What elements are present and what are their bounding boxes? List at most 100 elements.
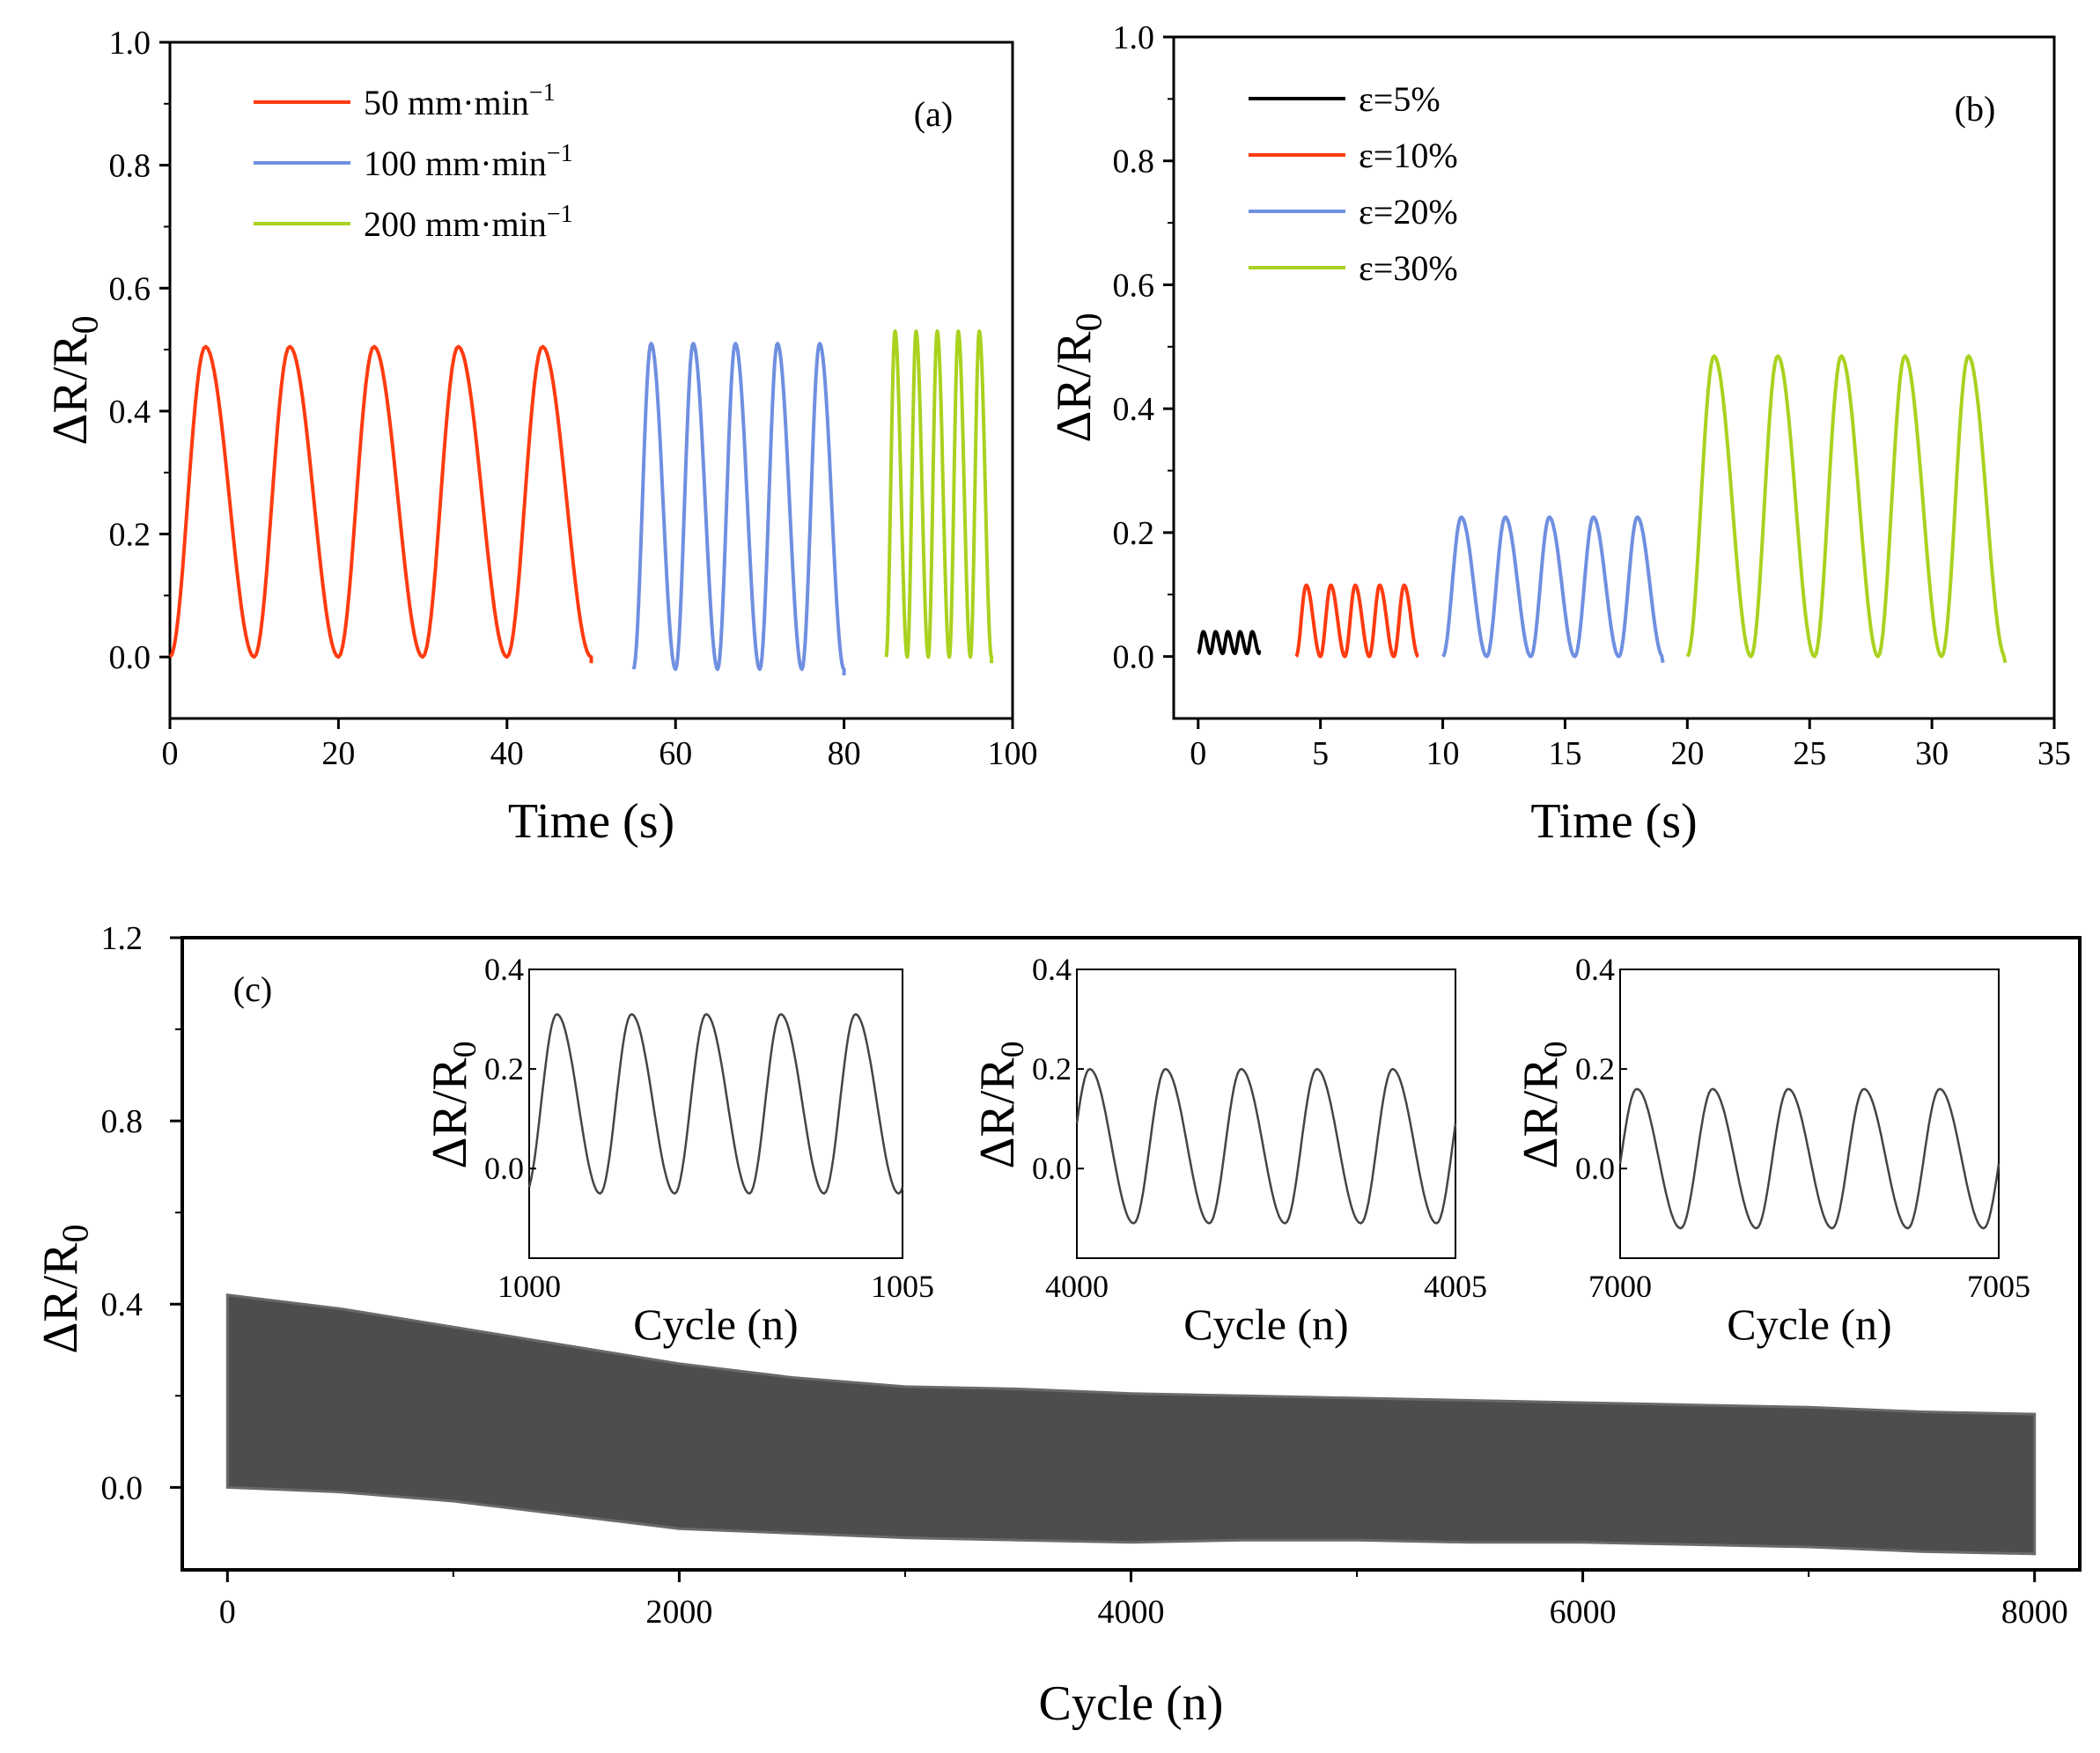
legend-label-sup: −1	[529, 79, 556, 107]
x-tick-label: 25	[1793, 735, 1826, 772]
y-tick-label: 0.6	[1113, 267, 1155, 304]
legend-label: ε=30%	[1359, 248, 1458, 288]
inset-frame	[1076, 969, 1456, 1259]
inset-x-tick-label: 1005	[871, 1269, 934, 1304]
legend: ε=5% ε=10% ε=20% ε=30%	[1249, 79, 1458, 288]
inset-y-axis-title-base: ΔR/R	[1514, 1057, 1568, 1169]
series-line-a-1	[631, 342, 846, 676]
y-tick-label: 0.0	[1113, 639, 1155, 676]
inset-line	[1075, 1067, 1457, 1225]
x-tick-label: 15	[1548, 735, 1581, 772]
inset-line	[1618, 1087, 2001, 1230]
y-tick-label: 0.8	[109, 148, 151, 185]
inset-y-tick-label: 0.2	[1575, 1051, 1615, 1086]
x-axis-title: Time (s)	[508, 794, 674, 849]
legend-label: ε=20%	[1359, 192, 1458, 232]
inset-y-tick-label: 0.0	[484, 1151, 524, 1186]
y-tick-label: 0.8	[101, 1103, 144, 1140]
y-tick-label: 0.4	[109, 394, 151, 431]
inset-y-axis-title-sub: 0	[995, 1041, 1031, 1057]
legend-label-sup: −1	[547, 140, 573, 167]
inset-1: 0.0 0.2 0.4 4000 4005 Cycle (n) ΔR/R0	[970, 952, 1487, 1349]
legend-label: ε=5%	[1359, 79, 1441, 119]
x-axis-title: Cycle (n)	[1039, 1676, 1224, 1731]
y-axis-title-base: ΔR/R	[1047, 331, 1102, 443]
series-line-b-1	[1294, 583, 1420, 659]
x-tick-label: 4000	[1098, 1594, 1165, 1631]
inset-y-tick-label: 0.0	[1032, 1151, 1072, 1186]
x-tick-label: 2000	[645, 1594, 712, 1631]
inset-x-tick-label: 4005	[1424, 1269, 1487, 1304]
inset-x-tick-label: 1000	[497, 1269, 561, 1304]
series-line-b-0	[1197, 630, 1262, 656]
inset-y-tick-label: 0.4	[1575, 952, 1615, 987]
inset-y-tick-label: 0.4	[484, 952, 524, 987]
y-tick-label: 0.8	[1113, 144, 1155, 180]
x-tick-label: 30	[1915, 735, 1949, 772]
x-tick-label: 0	[219, 1594, 236, 1631]
inset-2: 0.0 0.2 0.4 7000 7005 Cycle (n) ΔR/R0	[1514, 952, 2030, 1349]
x-tick-label: 8000	[2001, 1594, 2068, 1631]
series-line-a-2	[884, 329, 994, 664]
panel-label: (c)	[233, 969, 272, 1009]
y-tick-label: 1.0	[109, 25, 151, 62]
x-tick-label: 0	[1190, 735, 1206, 772]
cycling-envelope	[225, 1293, 2037, 1556]
inset-x-axis-title: Cycle (n)	[1183, 1300, 1348, 1349]
y-tick-label: 0.4	[1113, 391, 1155, 428]
inset-y-axis-title-sub: 0	[447, 1041, 483, 1057]
legend-label: ε=10%	[1359, 136, 1458, 175]
inset-y-tick-label: 0.0	[1575, 1151, 1615, 1186]
y-axis-title-sub: 0	[55, 1224, 96, 1242]
legend-label: 100 mm·min−1	[364, 140, 573, 183]
x-tick-label: 10	[1426, 735, 1460, 772]
legend-label-main: 200 mm·min	[364, 204, 547, 244]
inset-y-axis-title: ΔR/R0	[1514, 1041, 1574, 1168]
panel-label: (b)	[1955, 89, 1996, 129]
inset-y-axis-title: ΔR/R0	[970, 1041, 1031, 1168]
x-tick-label: 6000	[1550, 1594, 1617, 1631]
series-line-a-0	[168, 344, 593, 664]
y-tick-label: 0.0	[101, 1469, 144, 1506]
y-axis-title: ΔR/R0	[33, 1224, 96, 1353]
legend-label-main: 50 mm·min	[364, 83, 529, 122]
y-tick-label: 1.0	[1113, 19, 1155, 56]
y-tick-label: 0.2	[1113, 515, 1155, 552]
x-tick-label: 80	[828, 735, 861, 772]
y-tick-label: 0.4	[101, 1286, 144, 1323]
x-axis-title: Time (s)	[1530, 794, 1697, 849]
inset-frame	[528, 969, 903, 1259]
y-axis-title: ΔR/R0	[43, 315, 106, 445]
x-tick-label: 20	[321, 735, 355, 772]
inset-y-tick-label: 0.2	[1032, 1051, 1072, 1086]
inset-x-axis-title: Cycle (n)	[633, 1300, 798, 1349]
inset-0: 0.0 0.2 0.4 1000 1005 Cycle (n) ΔR/R0	[423, 952, 934, 1349]
inset-y-axis-title-base: ΔR/R	[970, 1057, 1025, 1169]
y-tick-label: 0.6	[109, 270, 151, 307]
inset-y-axis-title-sub: 0	[1538, 1041, 1574, 1057]
series-line-b-3	[1685, 354, 2008, 664]
inset-x-tick-label: 7005	[1967, 1269, 2030, 1304]
legend-label: 200 mm·min−1	[364, 201, 573, 244]
x-tick-label: 40	[490, 735, 524, 772]
x-tick-label: 35	[2037, 735, 2071, 772]
series-line-b-2	[1441, 515, 1665, 664]
inset-x-tick-label: 7000	[1588, 1269, 1652, 1304]
x-tick-label: 0	[162, 735, 179, 772]
panel-c: 0 2000 4000 6000 8000 0.0 0.4 0.8 1.2 Cycle (n) ΔR…	[33, 920, 2082, 1731]
inset-frame	[1619, 969, 2000, 1259]
y-axis-title-base: ΔR/R	[33, 1242, 88, 1354]
panel-label: (a)	[914, 94, 953, 134]
legend-label: 50 mm·min−1	[364, 79, 556, 122]
plot-frame	[1172, 35, 2056, 720]
legend-label-main: 100 mm·min	[364, 144, 547, 183]
legend-label-sup: −1	[547, 201, 573, 228]
inset-y-tick-label: 0.4	[1032, 952, 1072, 987]
inset-line	[527, 1013, 904, 1195]
panel-a: 0 20 40 60 80 100 0.0 0.2 0.4 0.6 0.8 1.0 Time (s) ΔR…	[43, 25, 1038, 849]
inset-y-axis-title-base: ΔR/R	[423, 1057, 477, 1169]
y-axis-title-sub: 0	[1069, 313, 1109, 331]
inset-x-tick-label: 4000	[1045, 1269, 1109, 1304]
